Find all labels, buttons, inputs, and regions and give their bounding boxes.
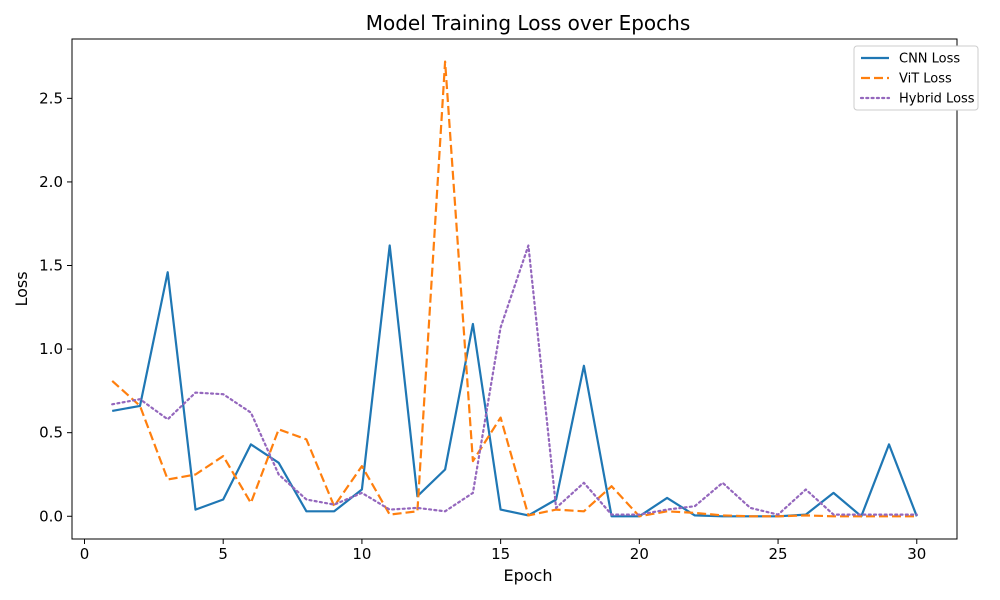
x-tick-label: 30 <box>907 545 926 563</box>
legend: CNN Loss ViT Loss Hybrid Loss <box>853 45 979 111</box>
chart-title: Model Training Loss over Epochs <box>366 11 691 35</box>
x-axis-label: Epoch <box>504 566 553 585</box>
y-tick-label: 1.5 <box>39 257 63 275</box>
series-line-vit-loss <box>111 60 917 518</box>
legend-label: CNN Loss <box>899 52 960 67</box>
x-tick-label: 5 <box>218 545 228 563</box>
legend-label: ViT Loss <box>899 72 952 87</box>
x-tick-label: 10 <box>352 545 371 563</box>
series-line-hybrid-loss <box>111 244 918 516</box>
legend-box <box>853 45 979 111</box>
legend-label: Hybrid Loss <box>899 92 975 107</box>
y-tick-label: 0.5 <box>39 424 63 442</box>
y-axis-label: Loss <box>12 271 31 306</box>
x-tick-label: 15 <box>491 545 510 563</box>
y-axis-ticks: 0.0 0.5 1.0 1.5 2.0 2.5 <box>39 89 72 525</box>
y-tick-label: 2.5 <box>39 89 63 107</box>
series-layer <box>111 60 918 518</box>
y-tick-label: 2.0 <box>39 173 63 191</box>
x-tick-label: 25 <box>769 545 788 563</box>
x-tick-label: 20 <box>630 545 649 563</box>
x-axis-ticks: 0 5 10 15 20 25 30 <box>80 539 926 563</box>
x-tick-label: 0 <box>80 545 90 563</box>
plot-frame <box>71 38 958 540</box>
y-tick-label: 1.0 <box>39 340 63 358</box>
y-tick-label: 0.0 <box>39 507 63 525</box>
